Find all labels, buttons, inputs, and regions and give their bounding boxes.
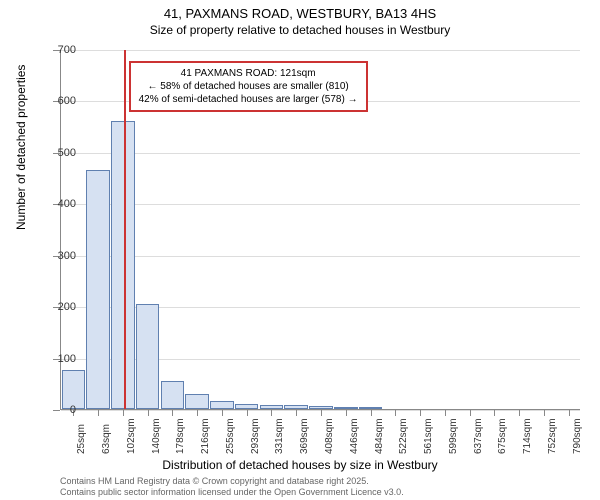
histogram-bar [334, 407, 358, 409]
y-tick-label: 200 [58, 301, 76, 313]
gridline [61, 153, 580, 154]
x-tick [395, 410, 396, 416]
x-tick-label: 599sqm [448, 418, 459, 454]
x-tick-label: 293sqm [250, 418, 261, 454]
x-tick [519, 410, 520, 416]
y-tick-label: 400 [58, 198, 76, 210]
y-tick-label: 300 [58, 250, 76, 262]
x-tick [123, 410, 124, 416]
annotation-line2: ← 58% of detached houses are smaller (81… [139, 80, 358, 93]
gridline [61, 50, 580, 51]
property-marker-line [124, 50, 126, 409]
x-tick [296, 410, 297, 416]
x-tick-label: 637sqm [473, 418, 484, 454]
x-tick [321, 410, 322, 416]
y-tick-label: 600 [58, 95, 76, 107]
x-tick [346, 410, 347, 416]
x-tick-label: 25sqm [76, 424, 87, 454]
chart-subtitle: Size of property relative to detached ho… [0, 21, 600, 37]
x-tick-label: 102sqm [126, 418, 137, 454]
y-tick [53, 410, 60, 411]
y-tick-label: 0 [70, 404, 76, 416]
x-tick-label: 446sqm [349, 418, 360, 454]
x-tick-label: 675sqm [497, 418, 508, 454]
x-tick [197, 410, 198, 416]
x-tick [420, 410, 421, 416]
x-tick-label: 63sqm [101, 424, 112, 454]
x-tick-label: 369sqm [299, 418, 310, 454]
x-tick [494, 410, 495, 416]
annotation-line1: 41 PAXMANS ROAD: 121sqm [139, 67, 358, 80]
y-tick-label: 700 [58, 44, 76, 56]
x-tick [445, 410, 446, 416]
x-tick [544, 410, 545, 416]
histogram-bar [86, 170, 110, 409]
x-tick-label: 331sqm [274, 418, 285, 454]
footer-line2: Contains public sector information licen… [60, 487, 404, 498]
x-tick [470, 410, 471, 416]
x-tick-label: 408sqm [324, 418, 335, 454]
annotation-box: 41 PAXMANS ROAD: 121sqm← 58% of detached… [129, 61, 368, 112]
chart-title: 41, PAXMANS ROAD, WESTBURY, BA13 4HS [0, 0, 600, 21]
footer-line1: Contains HM Land Registry data © Crown c… [60, 476, 404, 487]
histogram-bar [111, 121, 135, 409]
x-tick [569, 410, 570, 416]
x-axis-title: Distribution of detached houses by size … [0, 458, 600, 472]
footer-credits: Contains HM Land Registry data © Crown c… [60, 476, 404, 498]
x-tick-label: 140sqm [151, 418, 162, 454]
histogram-bar [309, 406, 333, 409]
x-tick-label: 522sqm [398, 418, 409, 454]
gridline [61, 204, 580, 205]
y-axis-title: Number of detached properties [14, 65, 28, 230]
x-tick-label: 714sqm [522, 418, 533, 454]
y-tick-label: 100 [58, 353, 76, 365]
histogram-bar [210, 401, 234, 409]
x-tick-label: 752sqm [547, 418, 558, 454]
histogram-bar [284, 405, 308, 409]
x-tick [247, 410, 248, 416]
x-tick [371, 410, 372, 416]
chart-plot-area: 41 PAXMANS ROAD: 121sqm← 58% of detached… [60, 50, 580, 410]
x-tick [148, 410, 149, 416]
histogram-bar [359, 407, 383, 409]
x-tick-label: 255sqm [225, 418, 236, 454]
x-tick [98, 410, 99, 416]
x-tick [222, 410, 223, 416]
x-tick-label: 484sqm [374, 418, 385, 454]
x-tick-label: 790sqm [572, 418, 583, 454]
histogram-bar [161, 381, 185, 409]
x-tick-label: 216sqm [200, 418, 211, 454]
histogram-bar [235, 404, 259, 409]
histogram-bar [185, 394, 209, 409]
x-tick [172, 410, 173, 416]
histogram-bar [136, 304, 160, 409]
gridline [61, 256, 580, 257]
histogram-bar [260, 405, 284, 409]
x-tick [271, 410, 272, 416]
x-tick-label: 178sqm [175, 418, 186, 454]
x-tick-label: 561sqm [423, 418, 434, 454]
annotation-line3: 42% of semi-detached houses are larger (… [139, 93, 358, 106]
y-tick-label: 500 [58, 147, 76, 159]
